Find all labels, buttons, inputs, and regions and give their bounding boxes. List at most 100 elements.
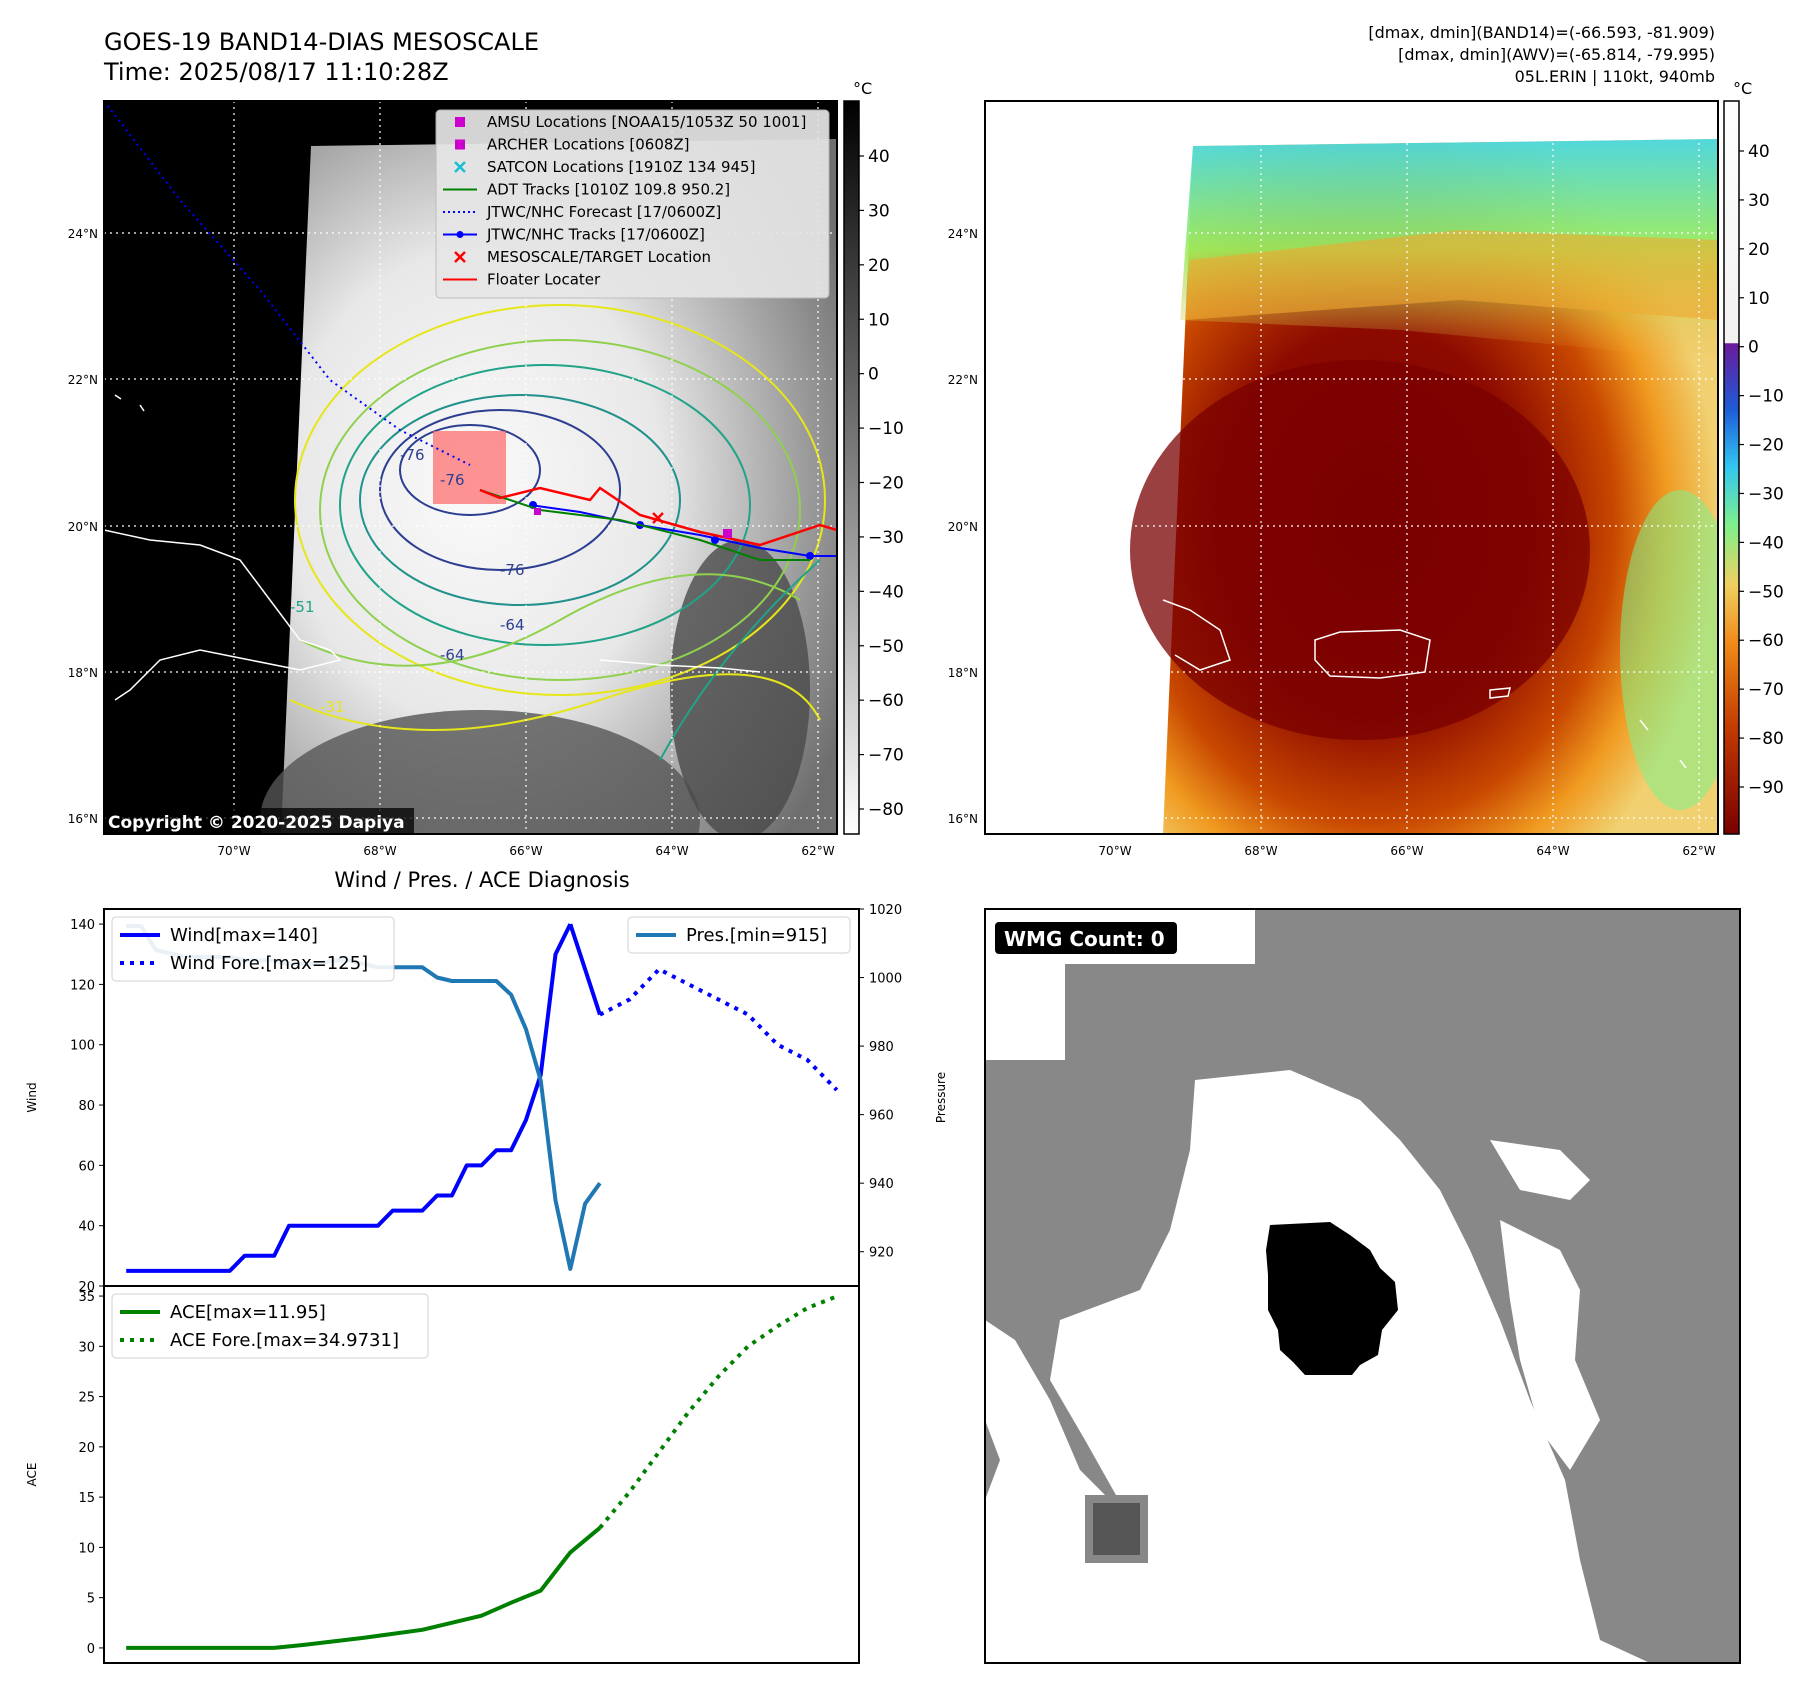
y-tick-label: 100 bbox=[70, 1039, 95, 1054]
chart-legend: Pres.[min=915] bbox=[627, 916, 851, 954]
colorbar-tick-label: −20 bbox=[868, 474, 904, 494]
figure-time: Time: 2025/08/17 11:10:28Z bbox=[103, 58, 449, 86]
wmg-count: WMG Count: 0 bbox=[1004, 927, 1165, 951]
colorbar-tick-label: 0 bbox=[868, 365, 879, 385]
figure-title: GOES-19 BAND14-DIAS MESOSCALE bbox=[104, 28, 539, 56]
legend-label: Wind[max=140] bbox=[170, 925, 318, 946]
legend-box bbox=[111, 1293, 429, 1359]
y-tick-label: 20 bbox=[78, 1280, 95, 1295]
colorbar-unit: °C bbox=[1733, 79, 1752, 98]
series-line bbox=[126, 923, 573, 1273]
legend-label: ADT Tracks [1010Z 109.8 950.2] bbox=[487, 181, 730, 199]
y-tick-label: 25 bbox=[78, 1391, 95, 1406]
lat-label: 24°N bbox=[68, 227, 98, 241]
floater-box bbox=[433, 431, 506, 504]
y-tick-label: 30 bbox=[78, 1340, 95, 1355]
band14-colorbar: °C 40 30 20 10 0 −10 −20 −30 −40 −50 −60 −70 −80 bbox=[843, 79, 904, 835]
y-tick-label: 0 bbox=[87, 1642, 95, 1657]
colorbar-tick-label: −40 bbox=[868, 582, 904, 602]
series-line bbox=[126, 1526, 602, 1650]
y-tick-label: 40 bbox=[78, 1220, 95, 1235]
lon-label: 66°W bbox=[509, 844, 542, 858]
lon-label: 64°W bbox=[1536, 844, 1569, 858]
legend-label: ACE[max=11.95] bbox=[170, 1302, 326, 1323]
lat-label: 18°N bbox=[948, 666, 978, 680]
awv-map-panel bbox=[984, 100, 1719, 835]
lat-label: 22°N bbox=[68, 373, 98, 387]
colorbar-tick-label: −20 bbox=[1748, 436, 1784, 456]
contour-label: -76 bbox=[440, 471, 465, 489]
legend-label: JTWC/NHC Forecast [17/0600Z] bbox=[486, 203, 721, 221]
y-tick-label: 60 bbox=[78, 1159, 95, 1174]
lon-label: 64°W bbox=[655, 844, 688, 858]
y-axis-label: ACE bbox=[25, 1463, 39, 1487]
y-tick-label: 35 bbox=[78, 1290, 95, 1305]
y-tick-label: 15 bbox=[78, 1491, 95, 1506]
contour-label: -31 bbox=[320, 698, 345, 716]
colorbar-tick-label: 0 bbox=[1748, 338, 1759, 358]
awv-colorbar: °C 40 30 20 10 0 −10 −20 −30 −40 −50 −60 −70 −80 −90 bbox=[1723, 79, 1784, 835]
colorbar-tick-label: −40 bbox=[1748, 533, 1784, 553]
floater-locater-track bbox=[479, 486, 837, 547]
legend-marker bbox=[456, 231, 464, 238]
legend-box bbox=[627, 916, 851, 954]
adt-track bbox=[479, 489, 810, 561]
colorbar-tick-label: 20 bbox=[1748, 240, 1770, 260]
diagnosis-title: Wind / Pres. / ACE Diagnosis bbox=[334, 868, 629, 892]
colorbar-tick-label: −50 bbox=[1748, 582, 1784, 602]
colorbar-tick-label: 10 bbox=[1748, 289, 1770, 309]
legend-marker bbox=[454, 251, 466, 263]
colorbar-tick-label: 40 bbox=[868, 147, 890, 167]
contour-label: -64 bbox=[500, 616, 525, 634]
legend-label: JTWC/NHC Tracks [17/0600Z] bbox=[486, 226, 705, 244]
lon-label: 66°W bbox=[1390, 844, 1423, 858]
y-tick-label-right: 1020 bbox=[869, 903, 902, 918]
y-tick-label-right: 980 bbox=[869, 1040, 894, 1055]
legend-label: AMSU Locations [NOAA15/1053Z 50 1001] bbox=[487, 113, 806, 131]
legend-box bbox=[111, 916, 395, 982]
colorbar-tick-label: 10 bbox=[868, 310, 890, 330]
legend-label: MESOSCALE/TARGET Location bbox=[487, 248, 711, 266]
lat-label: 22°N bbox=[948, 373, 978, 387]
y-tick-label-right: 960 bbox=[869, 1109, 894, 1124]
wmg-panel: WMG Count: 0 bbox=[984, 908, 1741, 1664]
map-legend: AMSU Locations [NOAA15/1053Z 50 1001] ARC… bbox=[435, 109, 830, 299]
colorbar-tick-label: −60 bbox=[868, 691, 904, 711]
contour-label: -51 bbox=[290, 598, 315, 616]
colorbar-tick-label: −30 bbox=[868, 528, 904, 548]
y-tick-label: 20 bbox=[78, 1441, 95, 1456]
legend-label: ACE Fore.[max=34.9731] bbox=[170, 1330, 399, 1351]
dmax-band14: [dmax, dmin](BAND14)=(-66.593, -81.909) bbox=[1368, 23, 1715, 42]
legend-marker bbox=[455, 117, 465, 127]
series-line bbox=[568, 923, 602, 1016]
wind-pressure-chart: 20 40 60 80 100 120 140 920 940 960 980 1000 1020 Win… bbox=[25, 903, 948, 1295]
legend-label: ARCHER Locations [0608Z] bbox=[487, 136, 690, 154]
y-tick-label: 140 bbox=[70, 918, 95, 933]
colorbar-tick-label: 30 bbox=[868, 201, 890, 221]
colorbar-tick-label: −30 bbox=[1748, 484, 1784, 504]
lat-label: 18°N bbox=[68, 666, 98, 680]
contour-label: -76 bbox=[500, 561, 525, 579]
lat-label: 24°N bbox=[948, 227, 978, 241]
colorbar-tick-label: −80 bbox=[1748, 729, 1784, 749]
lon-label: 70°W bbox=[217, 844, 250, 858]
legend-marker bbox=[455, 139, 465, 150]
colorbar-tick-label: 30 bbox=[1748, 191, 1770, 211]
colorbar-tick-label: −50 bbox=[868, 637, 904, 657]
series-line bbox=[598, 967, 839, 1092]
lon-label: 70°W bbox=[1098, 844, 1131, 858]
colorbar-unit: °C bbox=[853, 79, 872, 98]
y-tick-label-right: 1000 bbox=[869, 972, 902, 987]
colorbar-tick-label: −60 bbox=[1748, 631, 1784, 651]
colorbar-tick-label: −70 bbox=[1748, 680, 1784, 700]
y-tick-label: 80 bbox=[78, 1099, 95, 1114]
legend-label: Pres.[min=915] bbox=[686, 925, 827, 946]
colorbar-tick-label: 40 bbox=[1748, 142, 1770, 162]
chart-legend: ACE[max=11.95] ACE Fore.[max=34.9731] bbox=[111, 1293, 429, 1359]
y-tick-label-right: 920 bbox=[869, 1246, 894, 1261]
colorbar-tick-label: 20 bbox=[868, 256, 890, 276]
legend-label: SATCON Locations [1910Z 134 945] bbox=[487, 158, 755, 176]
y-axis-label-right: Pressure bbox=[934, 1072, 948, 1123]
copyright: Copyright © 2020-2025 Dapiya bbox=[108, 813, 405, 833]
lat-label: 20°N bbox=[948, 520, 978, 534]
